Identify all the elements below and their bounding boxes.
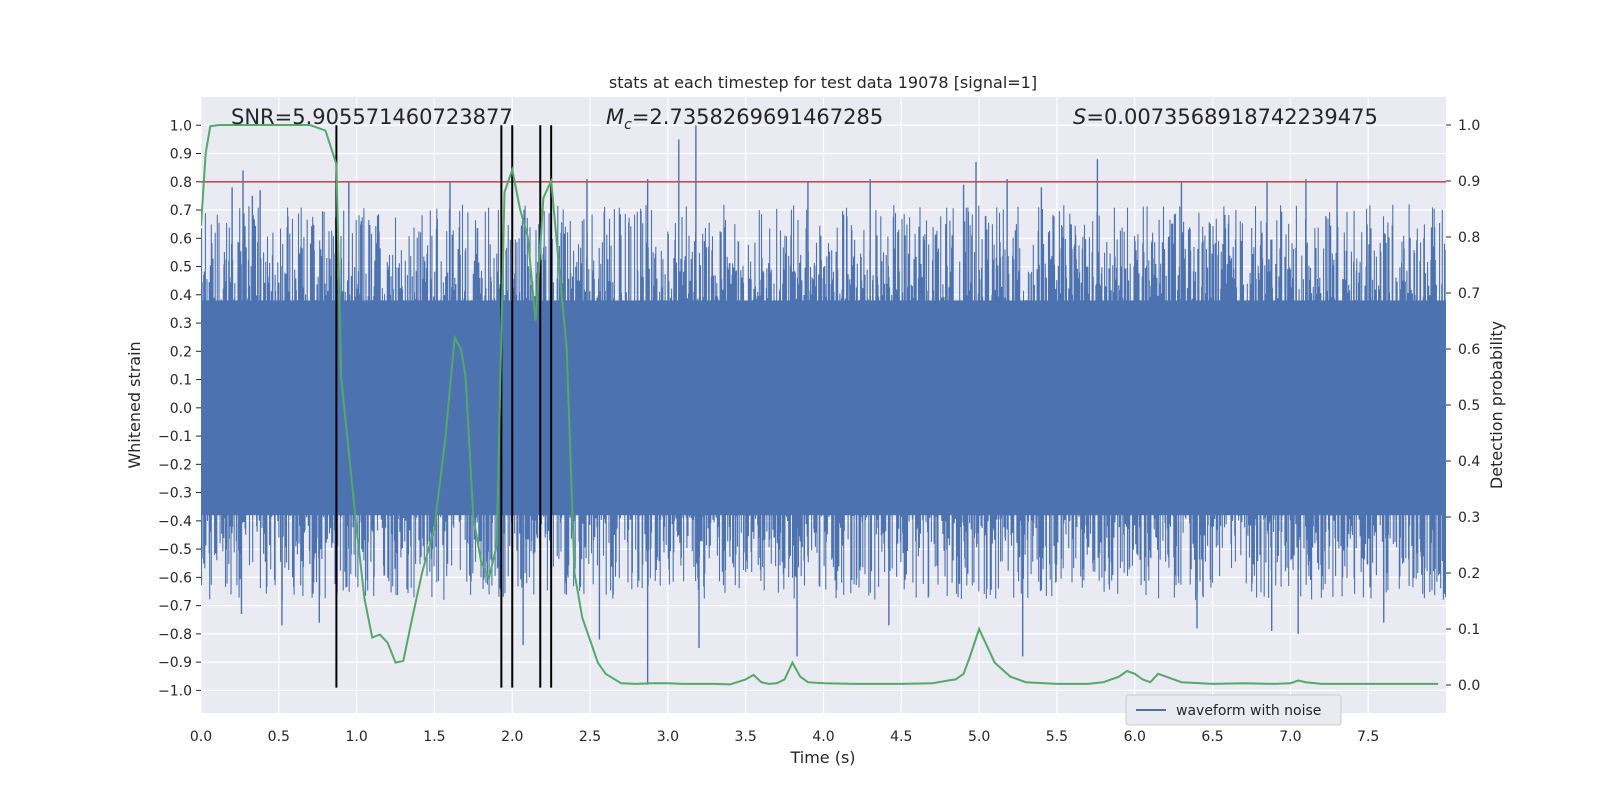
y2-tick-label: 0.3 (1458, 510, 1480, 526)
y2-tick-label: 0.2 (1458, 566, 1480, 582)
y-tick-label: 0.4 (170, 288, 192, 304)
y-tick-label: −0.1 (158, 429, 192, 445)
s-annotation: S=0.0073568918742239475 (1073, 105, 1378, 129)
probability-series (201, 124, 1439, 686)
y-tick-label: −0.9 (158, 655, 192, 671)
chirp-mass-subscript: c (624, 117, 632, 133)
probability-line (201, 124, 1439, 686)
chirp-mass-value: =2.7358269691467285 (632, 105, 883, 129)
y-tick-label: −0.8 (158, 627, 192, 643)
y-tick-label: 0.5 (170, 260, 192, 276)
x-tick-label: 7.5 (1357, 729, 1379, 745)
x-tick-label: 3.0 (657, 729, 679, 745)
y2-tick-label: 0.7 (1458, 286, 1480, 302)
chirp-mass-annotation: Mc=2.7358269691467285 (606, 105, 883, 133)
y-tick-label: −0.6 (158, 570, 192, 586)
y2-tick-label: 0.5 (1458, 398, 1480, 414)
x-tick-label: 6.5 (1201, 729, 1223, 745)
x-tick-label: 0.0 (190, 729, 212, 745)
y-tick-label: −0.2 (158, 457, 192, 473)
y-axis-label: Whitened strain (125, 341, 144, 468)
y2-tick-label: 0.8 (1458, 230, 1480, 246)
x-tick-label: 6.0 (1124, 729, 1146, 745)
y-tick-label: −0.5 (158, 542, 192, 558)
x-axis-label: Time (s) (789, 748, 855, 767)
y2-tick-label: 0.4 (1458, 454, 1480, 470)
chart-title: stats at each timestep for test data 190… (609, 73, 1037, 92)
y-tick-label: 0.3 (170, 316, 192, 332)
y-tick-label: −0.3 (158, 486, 192, 502)
y2-axis-label: Detection probability (1487, 321, 1506, 489)
snr-annotation: SNR=5.905571460723877 (231, 105, 513, 129)
x-tick-label: 5.5 (1046, 729, 1068, 745)
y-tick-label: 0.7 (170, 203, 192, 219)
s-value: =0.0073568918742239475 (1086, 105, 1378, 129)
legend-box (1125, 694, 1342, 726)
x-tick-label: 1.5 (423, 729, 445, 745)
waveform-noise (201, 204, 1446, 600)
x-tick-label: 1.0 (345, 729, 367, 745)
legend-entry-waveform: waveform with noise (1176, 703, 1321, 719)
y-tick-label: 0.9 (170, 147, 192, 163)
y2-tick-label: 0.6 (1458, 342, 1480, 358)
x-tick-label: 7.0 (1279, 729, 1301, 745)
x-tick-label: 0.5 (268, 729, 290, 745)
y-tick-label: 0.2 (170, 344, 192, 360)
y2-tick-label: 1.0 (1458, 118, 1480, 134)
x-tick-label: 4.5 (890, 729, 912, 745)
y-axis-ticks: 1.0 0.9 0.8 0.7 0.6 0.5 0.4 0.3 0.2 0.1 0.0 −0.1 −0.… (158, 118, 201, 699)
x-tick-label: 5.0 (968, 729, 990, 745)
legend: waveform with noise (1125, 694, 1342, 726)
y-tick-label: −1.0 (158, 683, 192, 699)
x-tick-label: 2.0 (501, 729, 523, 745)
y-tick-label: 0.0 (170, 401, 192, 417)
y-tick-label: −0.4 (158, 514, 192, 530)
s-symbol: S (1073, 105, 1086, 129)
y-tick-label: 1.0 (170, 118, 192, 134)
x-axis-ticks: 0.0 0.5 1.0 1.5 2.0 2.5 3.0 3.5 4.0 4.5 5.0 5.5 6.0 6… (190, 729, 1379, 745)
y-tick-label: 0.8 (170, 175, 192, 191)
x-tick-label: 4.0 (812, 729, 834, 745)
y-tick-label: −0.7 (158, 599, 192, 615)
y-tick-label: 0.6 (170, 231, 192, 247)
y2-tick-label: 0.9 (1458, 174, 1480, 190)
x-tick-label: 2.5 (579, 729, 601, 745)
vertical-markers (335, 125, 553, 688)
y2-tick-label: 0.0 (1458, 678, 1480, 694)
chirp-mass-symbol: M (606, 105, 624, 129)
y2-axis-ticks: 1.0 0.9 0.8 0.7 0.6 0.5 0.4 0.3 0.2 0.1 0.0 (1446, 118, 1480, 694)
y2-tick-label: 0.1 (1458, 622, 1480, 638)
waveform-series (201, 125, 1446, 685)
x-tick-label: 3.5 (735, 729, 757, 745)
y-tick-label: 0.1 (170, 373, 192, 389)
